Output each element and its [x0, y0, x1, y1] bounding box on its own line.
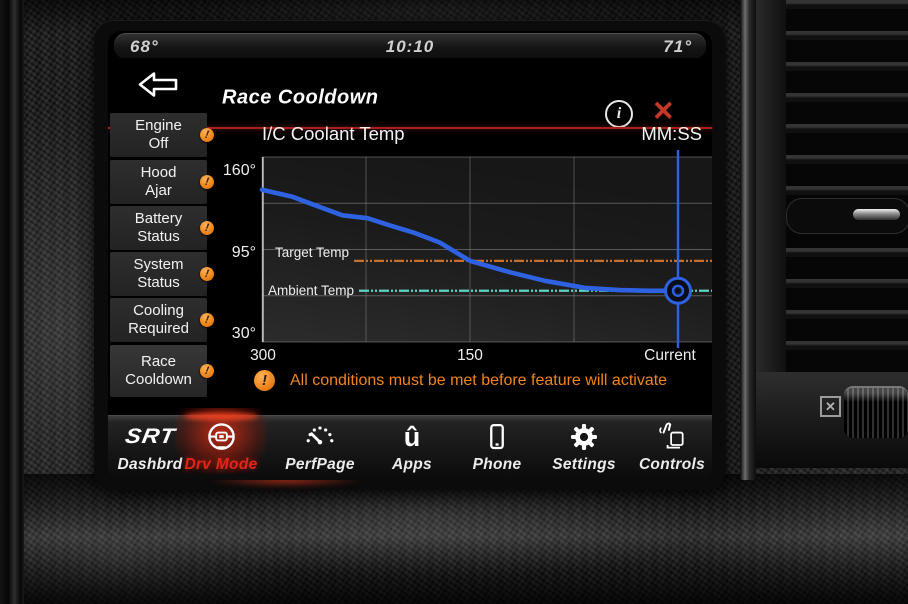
sidebar-item-label: Status [137, 274, 180, 291]
x-axis-tick: Current [644, 347, 696, 364]
sidebar-item-race-cooldown[interactable]: Race Cooldown ! [110, 345, 216, 397]
sidebar-item-label: Engine [135, 117, 182, 134]
nav-item-phone[interactable]: Phone [453, 416, 541, 480]
vent-frame [756, 0, 786, 372]
ambient-temp-label: Ambient Temp [268, 283, 355, 298]
sidebar-item-label: Race [140, 353, 177, 370]
sidebar-item-hood-ajar[interactable]: Hood Ajar ! [110, 160, 216, 204]
app-header: Race Cooldown i ✕ [108, 58, 712, 129]
back-button[interactable] [138, 71, 178, 98]
warning-icon: ! [254, 370, 275, 391]
sidebar-item-label: Off [148, 135, 169, 152]
x-axis-tick: 150 [457, 347, 483, 364]
alert-badge-icon: ! [198, 265, 216, 283]
chart-title: I/C Coolant Temp [262, 123, 405, 144]
alert-badge-icon: ! [198, 219, 216, 237]
y-axis-tick: 160° [222, 162, 256, 179]
chart-time-unit: MM:SS [641, 123, 702, 144]
nav-item-dashboard[interactable]: SRT Dashbrd [106, 416, 194, 480]
target-temp-label: Target Temp [275, 245, 350, 260]
sidebar-item-system-status[interactable]: System Status ! [110, 252, 216, 296]
y-axis-tick: 30° [231, 325, 256, 342]
sidebar-item-label: Required [128, 320, 189, 337]
outside-temp-right: 71° [663, 37, 692, 56]
vent-chrome-trim [740, 0, 756, 480]
page-title: Race Cooldown [222, 86, 379, 109]
clock: 10:10 [385, 37, 435, 56]
sidebar-item-label: Battery [134, 210, 183, 227]
gauge-icon [302, 420, 338, 454]
sidebar-item-label: Hood [140, 164, 177, 181]
drive-mode-glow-arc [184, 413, 258, 420]
header-divider [108, 127, 712, 129]
airbag-indicator-icon: ✕ [820, 396, 841, 417]
gear-icon [566, 420, 602, 454]
infotainment-screen: 68° 10:10 71° Race Cooldown i ✕ Engine O… [106, 31, 712, 480]
outside-temp-left: 68° [130, 37, 159, 56]
sidebar-item-engine-off[interactable]: Engine Off ! [110, 113, 216, 157]
vent-lower-panel: ✕ [756, 372, 908, 468]
steering-wheel-icon [203, 420, 239, 454]
nav-item-settings[interactable]: Settings [540, 416, 628, 480]
hand-gesture-icon [654, 420, 690, 454]
left-door-trim [0, 0, 24, 604]
sidebar-item-battery-status[interactable]: Battery Status ! [110, 206, 216, 250]
uconnect-apps-icon: û [403, 422, 421, 452]
vent-louvers [786, 0, 908, 372]
bottom-nav-bar: SRT Dashbrd Drv Mode [106, 413, 712, 480]
srt-logo-icon: SRT [123, 425, 178, 448]
warning-text: All conditions must be met before featur… [290, 372, 668, 389]
sidebar-item-label: Ajar [145, 182, 172, 199]
sidebar-item-label: System [133, 256, 184, 273]
x-axis-tick: 300 [250, 347, 276, 364]
nav-item-performance-pages[interactable]: PerfPage [276, 416, 364, 480]
alert-badge-icon: ! [198, 126, 216, 144]
alert-badge-icon: ! [198, 362, 216, 380]
y-axis-tick: 95° [231, 244, 256, 261]
nav-item-drive-mode[interactable]: Drv Mode [177, 413, 265, 480]
nav-item-controls[interactable]: Controls [628, 416, 716, 480]
sidebar-item-label: Cooldown [125, 371, 192, 388]
sidebar-item-cooling-required[interactable]: Cooling Required ! [110, 298, 216, 342]
status-bar: 68° 10:10 71° [114, 33, 706, 59]
dashboard-bottom-ledge [0, 474, 908, 604]
air-vent: ✕ [756, 0, 908, 468]
phone-icon [479, 420, 515, 454]
vent-thumb-knob [844, 386, 908, 438]
vent-direction-handle [786, 198, 908, 234]
coolant-temp-chart [259, 150, 712, 348]
nav-item-apps[interactable]: û Apps [392, 422, 432, 473]
close-button[interactable]: ✕ [652, 96, 675, 126]
sidebar-item-label: Cooling [133, 302, 184, 319]
sidebar-item-label: Status [137, 228, 180, 245]
